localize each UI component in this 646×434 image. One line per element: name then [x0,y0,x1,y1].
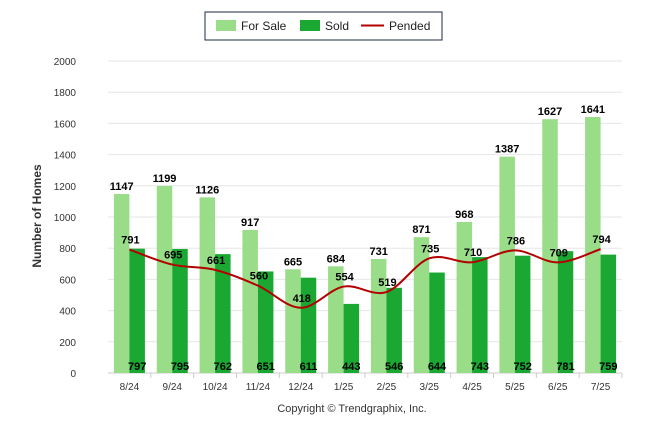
data-label-for-sale: 871 [412,224,430,236]
data-label-pended: 695 [164,250,182,262]
data-label-for-sale: 1387 [495,144,519,156]
data-label-sold: 443 [342,361,360,373]
bar-for-sale [585,117,601,373]
bar-for-sale [370,258,387,373]
data-label-pended: 661 [207,255,225,267]
data-label-pended: 791 [121,235,139,247]
pended-line-group [129,248,601,309]
data-label-pended: 735 [421,243,439,255]
data-labels: 1147 797 1199 795 1126 762 917 651 665 611 684 443 7… [110,104,618,373]
data-label-for-sale: 1126 [195,184,219,196]
y-axis-label: Number of Homes [30,164,44,268]
copyright-text: Copyright © Trendgraphix, Inc. [277,403,426,415]
data-label-for-sale: 1199 [153,173,177,185]
bar-sold [429,272,445,373]
x-axis-ticks: 8/24 9/24 10/24 11/24 12/24 1/25 2/25 3/25 4/25 5… [120,373,623,393]
data-label-pended: 710 [464,247,482,259]
data-label-pended: 786 [507,235,525,247]
data-label-pended: 794 [592,234,611,246]
data-label-for-sale: 917 [241,217,259,229]
legend-box [204,11,443,41]
data-label-sold: 781 [556,361,574,373]
legend: For Sale Sold Pended [204,11,443,41]
bar-sold [600,254,617,373]
x-tick-label: 5/25 [505,382,525,393]
bar-for-sale [542,119,558,373]
legend-label-pended: Pended [389,19,430,33]
bar-sold [557,251,574,373]
bar-for-sale [156,185,173,373]
bar-for-sale [199,197,216,373]
bar-for-sale [328,266,344,373]
x-tick-label: 12/24 [288,382,313,393]
bar-sold [215,254,231,373]
y-tick-label: 200 [59,338,76,349]
bar-sold [386,287,402,373]
bars [113,117,617,373]
legend-label-sold: Sold [325,19,349,33]
x-tick-label: 4/25 [462,382,482,393]
bar-for-sale [456,221,473,373]
data-label-for-sale: 1641 [581,104,605,116]
data-label-pended: 709 [550,247,568,259]
y-tick-label: 1000 [54,213,77,224]
x-tick-label: 6/25 [548,382,568,393]
bar-sold [257,271,274,373]
y-tick-label: 0 [70,369,76,380]
bar-sold [129,248,145,373]
data-label-sold: 797 [128,361,146,373]
bar-for-sale [285,269,301,373]
data-label-sold: 762 [214,361,232,373]
legend-swatch-for-sale [216,20,236,31]
legend-swatch-sold [300,20,320,31]
data-label-sold: 752 [513,361,531,373]
legend-label-for-sale: For Sale [241,19,287,33]
x-tick-label: 1/25 [334,382,354,393]
y-axis-ticks: 0 200 400 600 800 1000 1200 1400 1600 1800 2000 [54,57,77,380]
data-label-pended: 519 [378,277,396,289]
pended-line [129,248,601,309]
data-label-sold: 743 [471,361,489,373]
data-label-sold: 644 [428,361,447,373]
data-label-pended: 554 [335,272,354,284]
y-tick-label: 1200 [54,182,77,193]
bar-sold [343,303,360,373]
bar-for-sale [113,194,130,373]
data-label-sold: 759 [599,361,617,373]
y-tick-label: 400 [59,307,76,318]
y-tick-label: 600 [59,275,76,286]
data-label-for-sale: 684 [327,253,346,265]
y-tick-label: 800 [59,244,76,255]
data-label-pended: 560 [250,271,268,283]
data-label-for-sale: 1627 [538,106,562,118]
x-tick-label: 8/24 [120,382,140,393]
x-tick-label: 11/24 [246,382,271,393]
data-label-for-sale: 731 [369,246,387,258]
bar-for-sale [499,156,515,373]
data-label-pended: 418 [293,293,311,305]
bar-sold [300,277,317,373]
bar-sold [472,257,488,373]
data-label-for-sale: 665 [284,256,302,268]
x-tick-label: 7/25 [591,382,611,393]
y-tick-label: 2000 [54,57,77,68]
bar-sold [514,255,531,373]
x-tick-label: 3/25 [420,382,440,393]
x-tick-label: 2/25 [377,382,397,393]
data-label-sold: 651 [256,361,274,373]
data-label-for-sale: 1147 [110,181,134,193]
data-label-sold: 611 [300,361,318,373]
data-label-sold: 795 [171,361,189,373]
bar-for-sale [242,229,258,373]
x-tick-label: 10/24 [203,382,228,393]
data-label-sold: 546 [385,361,403,373]
x-tick-label: 9/24 [163,382,183,393]
bar-for-sale [413,237,430,373]
bar-sold [172,248,188,373]
y-tick-label: 1400 [54,151,77,162]
y-tick-label: 1600 [54,119,77,130]
data-label-for-sale: 968 [455,209,473,221]
y-tick-label: 1800 [54,88,77,99]
